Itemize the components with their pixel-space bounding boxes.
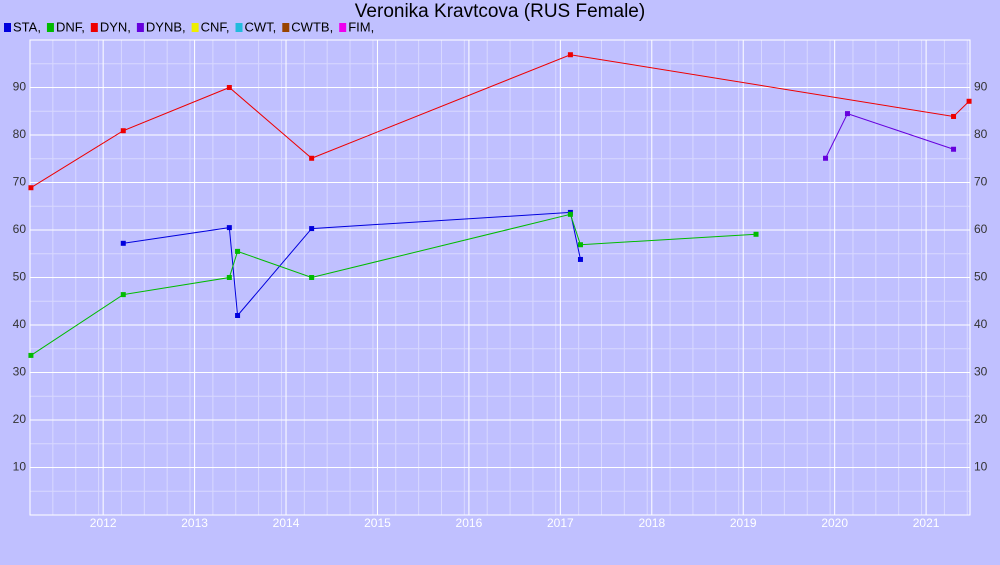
x-tick-label: 2017 [547,516,574,530]
legend-label: CWT, [245,19,277,34]
legend-label: DYNB, [146,19,186,34]
y2-tick-label: 80 [974,127,988,141]
point [577,256,583,262]
x-tick-label: 2021 [913,516,940,530]
x-tick-label: 2020 [821,516,848,530]
y-tick-label: 60 [13,222,27,236]
x-tick-label: 2012 [90,516,117,530]
point [28,352,34,358]
x-tick-label: 2015 [364,516,391,530]
y-tick-label: 40 [13,317,27,331]
point [823,155,829,161]
legend-swatch [4,23,11,32]
point [226,275,232,280]
y-tick-label: 30 [13,365,27,379]
legend-label: STA, [13,19,41,34]
point [567,211,573,217]
plot-frame [29,39,971,516]
x-tick-label: 2013 [181,516,208,530]
x-tick-label: 2019 [730,516,757,530]
y-tick-label: 50 [13,270,27,284]
y2-tick-label: 10 [974,460,988,474]
point [120,240,126,246]
legend-label: DNF, [56,19,85,34]
legend-swatch [191,23,199,32]
y-tick-label: 90 [13,80,27,94]
y-tick-label: 20 [13,412,27,426]
legend-label: DYN, [100,19,131,34]
point [235,313,241,318]
y2-tick-label: 20 [974,412,988,426]
series-line [30,213,757,356]
legend-label: CWTB, [291,19,333,34]
point [951,146,957,152]
point [577,242,583,248]
y2-tick-label: 50 [974,270,988,284]
legend-swatch [136,23,144,32]
x-tick-label: 2018 [638,516,665,530]
y2-tick-label: 90 [974,80,988,94]
legend-swatch [90,23,98,32]
point [226,225,232,231]
legend-label: CNF, [201,19,230,34]
point [28,185,34,191]
point [844,111,850,117]
point [120,128,126,134]
legend-swatch [282,23,290,32]
point [966,98,972,104]
y-tick-label: 70 [13,175,27,189]
point [235,248,241,254]
point [120,292,126,298]
point [226,85,232,90]
x-tick-label: 2014 [273,516,300,530]
point [309,155,315,161]
point [309,275,315,280]
point [753,231,759,237]
y2-tick-label: 40 [974,317,988,331]
legend-swatch [46,23,54,32]
x-tick-label: 2016 [456,516,483,530]
point [309,226,315,232]
y2-tick-label: 30 [974,365,988,379]
chart-title: Veronika Kravtcova (RUS Female) [355,1,645,22]
legend-swatch [235,23,243,32]
y2-tick-label: 60 [974,222,988,236]
point [567,52,573,58]
y-tick-label: 10 [13,460,27,474]
legend-swatch [339,23,347,32]
point [951,113,957,119]
legend-label: FIM, [348,19,374,34]
y-tick-label: 80 [13,127,27,141]
y2-tick-label: 70 [974,175,988,189]
